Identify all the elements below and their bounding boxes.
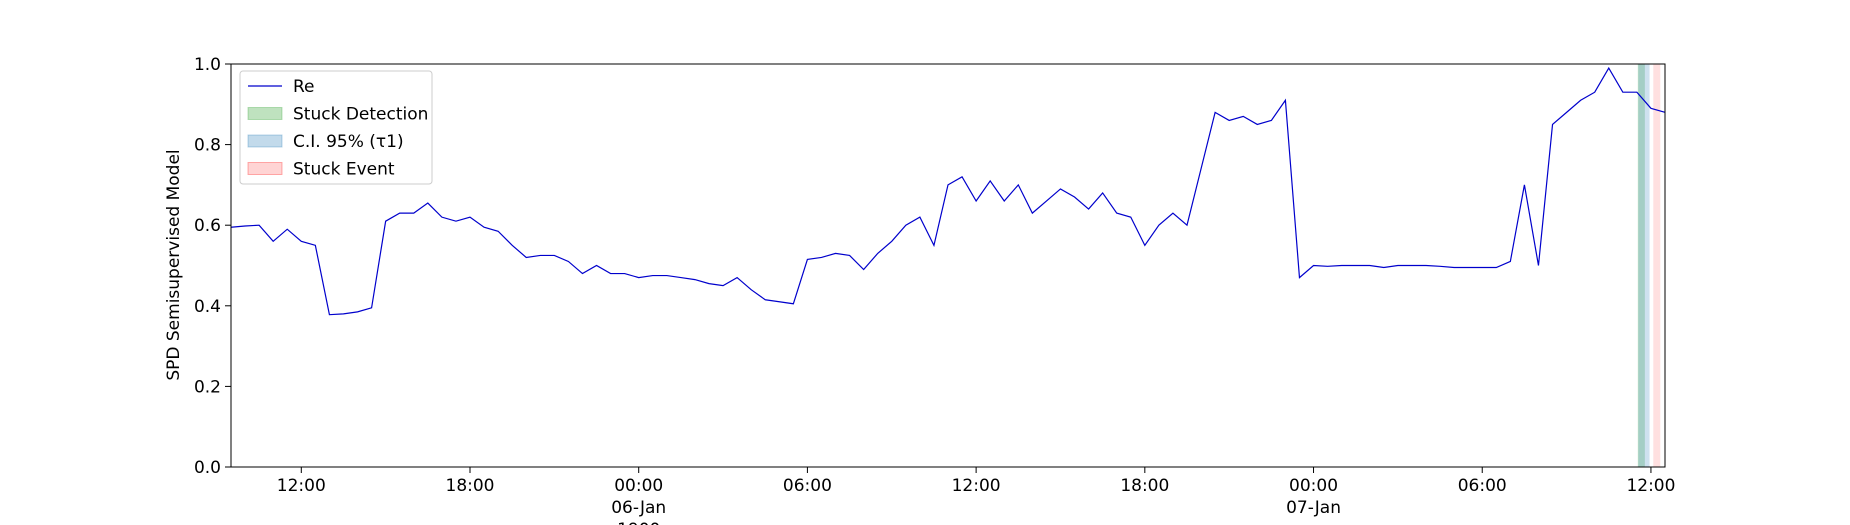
x-tick-label: 12:00 — [277, 476, 326, 496]
legend-swatch — [247, 107, 283, 120]
legend-box — [239, 70, 433, 185]
x-tick-label: 06:00 — [783, 476, 832, 496]
legend-label: Stuck Event — [293, 160, 395, 180]
x-tick-label: 06:00 — [1458, 476, 1507, 496]
legend-swatch — [247, 162, 283, 175]
x-tick-label: 12:00 — [952, 476, 1001, 496]
y-tick-label: 0.8 — [194, 136, 221, 156]
x-tick-label: 18:00 — [1120, 476, 1169, 496]
x-tick-label: 00:00 07-Jan — [1286, 476, 1341, 518]
span-band — [1638, 64, 1650, 467]
x-tick-label: 18:00 — [446, 476, 495, 496]
y-tick-label: 0.6 — [194, 216, 221, 236]
legend-swatch — [247, 134, 283, 148]
data-line — [230, 66, 1666, 316]
span-band — [1637, 64, 1645, 467]
y-tick-label: 0.2 — [194, 377, 221, 397]
y-axis-label: SPD Semisupervised Model — [164, 149, 184, 380]
span-band — [1653, 64, 1661, 467]
y-tick-label: 1.0 — [194, 55, 221, 75]
axes-frame — [230, 63, 1666, 468]
y-tick-label: 0.4 — [194, 297, 221, 317]
legend-label: Re — [293, 77, 315, 97]
legend-label: Stuck Detection — [293, 105, 428, 125]
y-tick-label: 0.0 — [194, 458, 221, 478]
legend-label: C.I. 95% (τ1) — [293, 132, 404, 152]
x-tick-label: 12:00 — [1626, 476, 1675, 496]
